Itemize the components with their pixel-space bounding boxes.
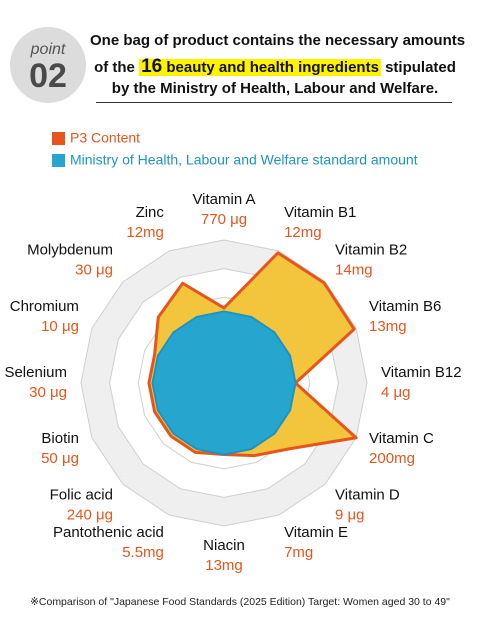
axis-amount: 12mg	[126, 224, 164, 241]
axis-amount: 30 μg	[75, 262, 113, 279]
axis-amount: 50 μg	[41, 450, 79, 467]
axis-label: Biotin	[41, 430, 79, 447]
axis-label: Folic acid	[50, 486, 113, 503]
axis-label: Vitamin B2	[335, 242, 407, 259]
axis-amount: 7mg	[284, 544, 313, 561]
axis-label: Selenium	[4, 364, 67, 381]
footnote: ※Comparison of "Japanese Food Standards …	[30, 596, 450, 608]
headline: by the Ministry of Health, Labour and We…	[111, 80, 439, 97]
axis-amount: 200mg	[369, 450, 415, 467]
series-area	[151, 310, 297, 456]
axis-label: Vitamin E	[284, 524, 348, 541]
axis-label: Vitamin B6	[369, 298, 441, 315]
axis-amount: 5.5mg	[122, 544, 164, 561]
legend-swatch	[52, 132, 65, 145]
axis-amount: 13mg	[369, 318, 407, 335]
badge-word: point	[30, 41, 66, 58]
axis-label: Vitamin A	[192, 191, 255, 208]
axis-label: Molybdenum	[27, 242, 113, 259]
axis-label: Vitamin C	[369, 430, 434, 447]
axis-amount: 12mg	[284, 224, 322, 241]
legend-label: Ministry of Health, Labour and Welfare s…	[70, 152, 418, 168]
highlight-number: 16	[141, 56, 163, 77]
axis-label: Niacin	[203, 537, 245, 554]
headline: of the 16 beauty and health ingredients …	[90, 56, 460, 78]
axis-amount: 4 μg	[381, 384, 411, 401]
axis-label: Chromium	[10, 298, 79, 315]
legend-label: P3 Content	[70, 130, 140, 146]
axis-label: Vitamin B1	[284, 204, 356, 221]
axis-amount: 14mg	[335, 262, 373, 279]
headline: One bag of product contains the necessar…	[90, 32, 466, 49]
axis-label: Vitamin D	[335, 486, 400, 503]
axis-label: Zinc	[136, 204, 165, 221]
badge: point 02	[10, 27, 86, 103]
badge-number: 02	[29, 57, 67, 95]
legend-swatch	[52, 154, 65, 167]
axis-label: Vitamin B12	[381, 364, 462, 381]
axis-amount: 10 μg	[41, 318, 79, 335]
axis-amount: 240 μg	[67, 506, 113, 523]
highlight-text: beauty and health ingredients	[166, 59, 379, 76]
axis-amount: 13mg	[205, 557, 243, 574]
headline-text: of the	[94, 59, 135, 76]
axis-label: Pantothenic acid	[53, 524, 164, 541]
divider	[96, 102, 452, 103]
axis-amount: 770 μg	[201, 211, 247, 228]
axis-amount: 9 μg	[335, 506, 365, 523]
axis-amount: 30 μg	[29, 384, 67, 401]
highlight: 16 beauty and health ingredients	[139, 56, 381, 77]
headline-text: stipulated	[385, 59, 456, 76]
